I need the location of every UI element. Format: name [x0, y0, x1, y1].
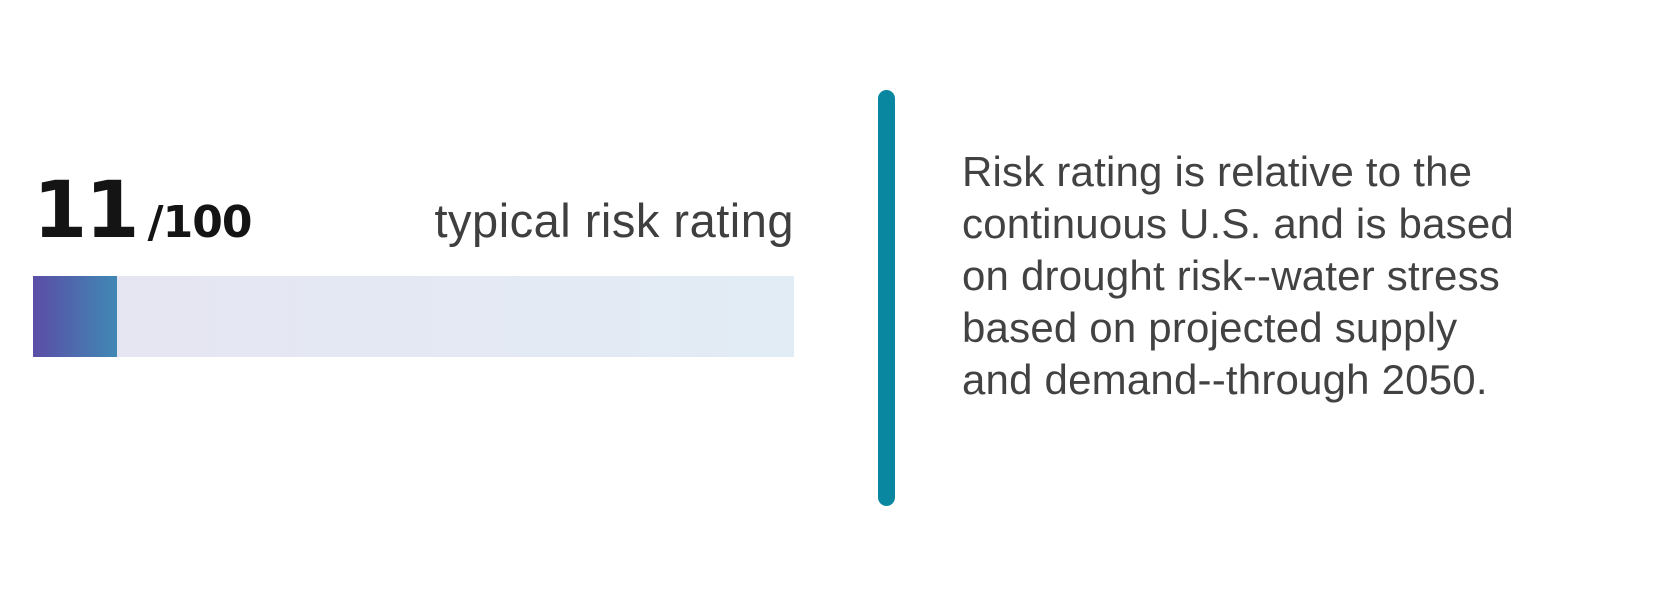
- score-denominator: /100: [147, 197, 253, 248]
- risk-bar-track: [33, 276, 794, 357]
- score-value-group: 11 /100: [33, 166, 253, 256]
- risk-bar-fill: [33, 276, 117, 357]
- risk-description-line: based on projected supply: [962, 304, 1458, 351]
- score-value: 11: [33, 166, 140, 256]
- vertical-divider: [878, 90, 895, 506]
- risk-description-line: continuous U.S. and is based: [962, 200, 1514, 247]
- risk-description-line: and demand--through 2050.: [962, 356, 1488, 403]
- risk-description: Risk rating is relative to the continuou…: [962, 146, 1514, 406]
- score-label: typical risk rating: [434, 194, 794, 247]
- risk-description-line: Risk rating is relative to the: [962, 148, 1473, 195]
- score-row: 11 /100 typical risk rating: [33, 168, 794, 254]
- risk-description-line: on drought risk--water stress: [962, 252, 1500, 299]
